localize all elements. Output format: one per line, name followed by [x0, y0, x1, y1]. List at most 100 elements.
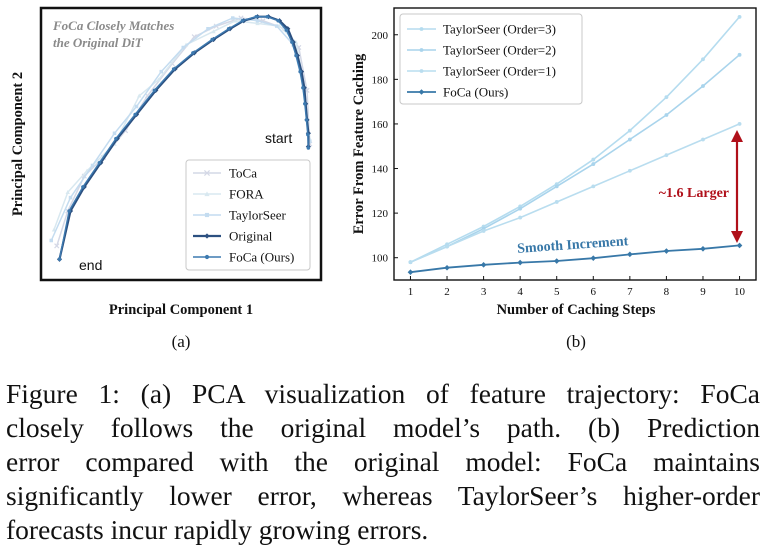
larger-annotation: ~1.6 Larger: [659, 186, 729, 201]
point-taylorseer-order-2: [701, 84, 705, 88]
legend-item-fora: FORA: [193, 187, 264, 202]
point-taylorseer-order-3: [664, 95, 669, 100]
legend-label-taylorseer: TaylorSeer: [229, 208, 287, 223]
figure: FoCa Closely Matches the Original DiT st…: [10, 6, 757, 351]
legend-label-toca: ToCa: [229, 166, 257, 181]
x-tick-label: 1: [408, 286, 414, 298]
panel-b-legend: TaylorSeer (Order=3) TaylorSeer (Order=2)…: [399, 13, 583, 105]
panel-b-ticks: 1 2 3 4 5 6 7 8 9 10 100 120 140 160 180 200: [372, 30, 746, 298]
line-taylorseer-order-3: [410, 16, 741, 263]
point-foca-ours: [480, 262, 487, 268]
point-foca-ours: [114, 136, 118, 141]
point-taylorseer-order-2: [518, 206, 523, 211]
larger-arrow-head-top: [731, 130, 743, 142]
point-taylorseer-order-3: [627, 128, 632, 133]
point-foca-ours: [407, 269, 414, 275]
y-tick-label: 140: [372, 164, 389, 176]
legend-item-foca-ours: FoCa (Ours): [407, 85, 508, 100]
legend-label-taylorseer-order-1: TaylorSeer (Order=1): [443, 64, 556, 79]
series-taylorseer-order-2: [408, 52, 742, 265]
point-foca-ours: [304, 118, 309, 122]
point-taylorseer: [307, 139, 312, 144]
panel-a-series: [49, 14, 313, 262]
point-foca-ours: [517, 259, 523, 266]
caption-line-2: closely follows the original model’s pat…: [6, 412, 760, 443]
legend-item-taylorseer-order-1: TaylorSeer (Order=1): [407, 64, 556, 79]
panel-b-xlabel: Number of Caching Steps: [497, 302, 656, 318]
point-foca-ours: [133, 112, 137, 117]
point-taylorseer-order-3: [701, 57, 705, 62]
point-taylorseer: [134, 104, 139, 109]
legend-marker-taylorseer-order-1: [419, 69, 424, 73]
panel-b-error-curve: 1 2 3 4 5 6 7 8 9 10 100 120 140 160 180 200 ~1.6 Large…: [351, 7, 757, 351]
legend-label-original: Original: [229, 229, 273, 244]
panel-b-ylabel: Error From Feature Caching: [351, 53, 367, 234]
point-taylorseer-order-1: [481, 229, 486, 233]
series-foca-ours: [57, 14, 311, 261]
caption-line-3: error compared with the original model: …: [6, 446, 760, 477]
point-taylorseer: [274, 24, 279, 28]
point-foca-ours: [444, 264, 450, 271]
point-taylorseer-order-1: [664, 153, 669, 158]
point-taylorseer: [206, 27, 210, 31]
x-tick-label: 10: [734, 286, 746, 298]
smooth-increment-annotation: Smooth Increment: [517, 234, 629, 257]
point-taylorseer-order-1: [701, 137, 705, 142]
end-label: end: [79, 257, 102, 273]
legend-marker-original: [204, 233, 210, 239]
point-taylorseer-order-1: [445, 244, 449, 249]
point-taylorseer: [90, 163, 95, 168]
x-tick-label: 3: [481, 286, 487, 298]
point-taylorseer-order-1: [627, 168, 632, 173]
panel-b-series: [407, 14, 743, 275]
point-foca-ours: [57, 257, 62, 261]
point-taylorseer: [181, 45, 186, 50]
point-taylorseer-order-2: [591, 162, 596, 166]
legend-marker-taylorseer-order-2: [419, 48, 424, 52]
line-foca-ours: [58, 16, 310, 260]
point-taylorseer-order-2: [664, 113, 669, 117]
legend-item-foca-ours: FoCa (Ours): [193, 250, 294, 265]
point-foca-ours: [265, 14, 269, 19]
point-foca-ours: [97, 161, 102, 165]
series-foca-ours: [407, 242, 743, 275]
point-foca-ours: [700, 245, 706, 252]
y-tick-label: 200: [372, 30, 389, 42]
x-tick-label: 8: [664, 286, 670, 298]
panel-a-annotation-line-1: FoCa Closely Matches: [52, 18, 174, 33]
caption-line-4: significantly lower error, whereas Taylo…: [6, 480, 760, 511]
legend-marker-taylorseer-order-3: [419, 27, 424, 31]
point-fora: [255, 21, 260, 26]
point-foca-ours: [306, 146, 311, 150]
point-foca-ours: [81, 185, 85, 189]
point-taylorseer-order-1: [518, 215, 523, 220]
point-taylorseer-order-1: [408, 260, 413, 265]
point-taylorseer-order-2: [737, 52, 742, 57]
point-taylorseer: [230, 16, 235, 20]
point-taylorseer-order-1: [554, 200, 559, 204]
x-tick-label: 6: [591, 286, 597, 298]
point-foca-ours: [171, 67, 176, 71]
point-foca-ours: [294, 53, 298, 58]
point-fora: [211, 29, 216, 34]
legend-item-original: Original: [193, 229, 273, 244]
panel-a-label: (a): [172, 332, 191, 351]
point-foca-ours: [290, 40, 294, 44]
point-foca-ours: [226, 27, 231, 31]
panel-a-annotation-line-2: the Original DiT: [53, 35, 144, 50]
caption-line-1: Figure 1: (a) PCA visualization of featu…: [6, 378, 760, 409]
point-foca-ours: [254, 14, 258, 19]
point-taylorseer: [112, 131, 117, 136]
point-foca-ours: [303, 102, 307, 106]
point-taylorseer: [49, 238, 54, 243]
point-taylorseer-order-3: [591, 157, 596, 162]
point-taylorseer-order-2: [627, 137, 632, 142]
legend-marker-taylorseer: [204, 212, 210, 218]
larger-arrow-head-bottom: [731, 231, 743, 243]
point-taylorseer-order-3: [737, 14, 742, 19]
panel-b-legend-items: TaylorSeer (Order=3) TaylorSeer (Order=2)…: [407, 22, 556, 100]
point-foca-ours: [210, 37, 214, 42]
point-taylorseer-order-1: [591, 184, 596, 189]
legend-label-taylorseer-order-3: TaylorSeer (Order=3): [443, 22, 556, 37]
figure-caption: Figure 1: (a) PCA visualization of featu…: [6, 377, 760, 547]
